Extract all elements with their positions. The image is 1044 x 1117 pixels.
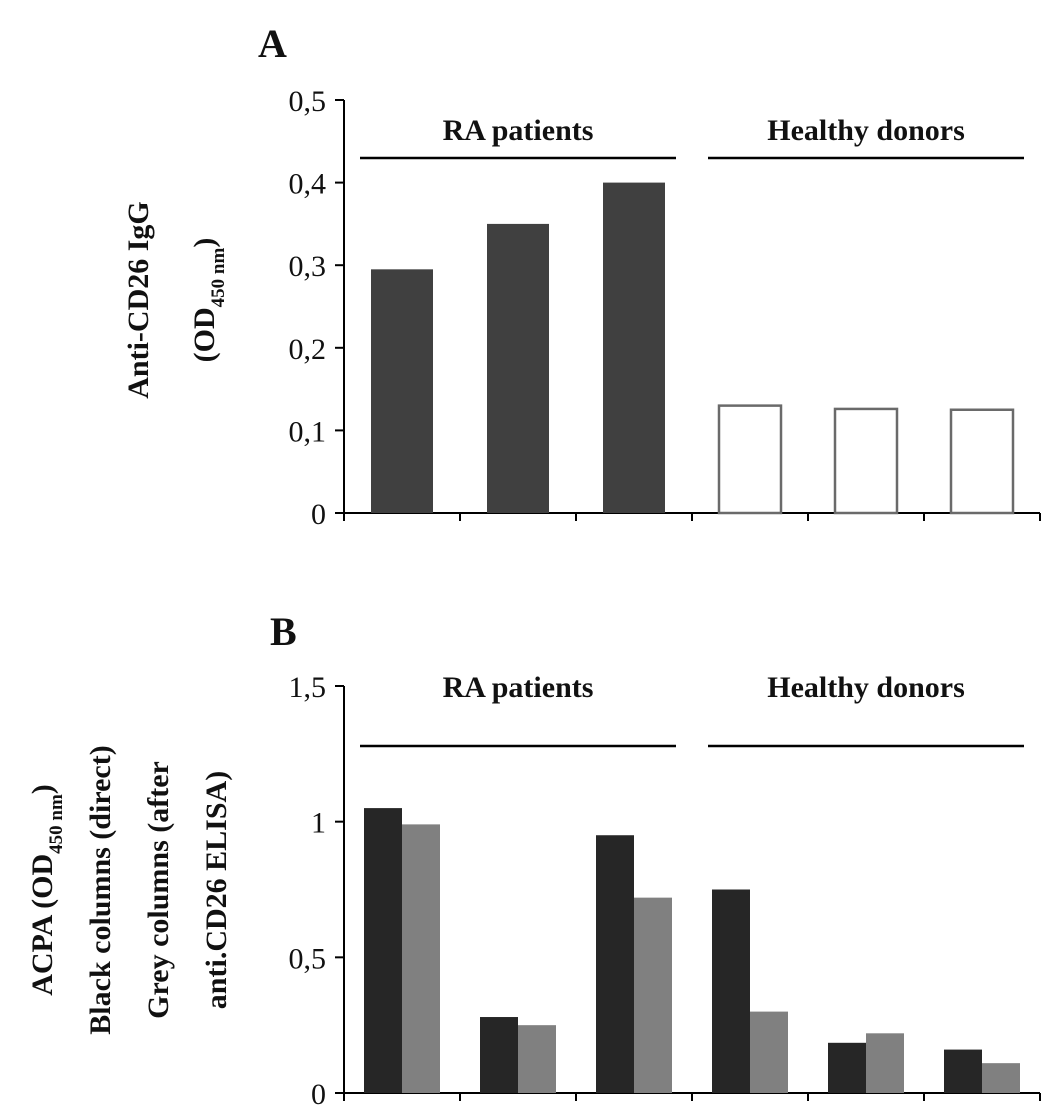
panel-b-ylabel-line2: Black columns (direct) [84, 745, 117, 1034]
panel-b-ylabel-line3: Grey columns (after [142, 761, 175, 1019]
panel-b-y-tick-label: 1 [311, 807, 326, 840]
panel-b-group-label: RA patients [443, 671, 594, 704]
panel-a-group-label: Healthy donors [767, 114, 965, 147]
panel-a-y-tick-label: 0 [311, 498, 326, 531]
panel-b-bar [828, 1042, 866, 1093]
panel-a-label: A [258, 21, 287, 66]
panel-a-bar [603, 182, 665, 513]
panel-b-plot: 0 0,5 1 1,5 RA patients Healthy donors [289, 671, 1041, 1111]
panel-a-ylabel-line1: Anti-CD26 IgG [122, 201, 155, 399]
panel-a-bar [487, 223, 549, 513]
panel-b-bar [402, 824, 440, 1093]
panel-b-y-tick-label: 1,5 [289, 671, 327, 704]
panel-a-plot: 0 0,1 0,2 0,3 0,4 0,5 RA patients Healthy donor… [289, 85, 1041, 531]
panel-a-bar [717, 404, 783, 515]
panel-a-y-tick-label: 0,4 [289, 168, 327, 201]
panel-b-bar [518, 1025, 556, 1093]
panel-b-bar [480, 1017, 518, 1093]
panel-b-ylabel-line4: anti.CD26 ELISA) [200, 771, 233, 1009]
panel-b-bar [750, 1011, 788, 1093]
panel-b-label: B [270, 609, 297, 654]
panel-a-y-tick-label: 0,2 [289, 333, 327, 366]
panel-b-bar [982, 1063, 1020, 1093]
panel-a-y-tick-label: 0,5 [289, 85, 327, 118]
panel-b-bar [364, 808, 402, 1093]
panel-a-y-tick-label: 0,3 [289, 250, 327, 283]
panel-a-ylabel-line2: (OD450 nm) [188, 238, 229, 363]
panel-b-bar [712, 889, 750, 1093]
panel-b-ylabel-line1: ACPA (OD450 nm) [26, 784, 67, 996]
panel-b-bar [866, 1033, 904, 1093]
panel-b-group-label: Healthy donors [767, 671, 965, 704]
panel-b-bar [596, 835, 634, 1093]
panel-b-y-tick-label: 0 [311, 1078, 326, 1111]
panel-b-bar [944, 1049, 982, 1093]
panel-a-bar [371, 269, 433, 513]
panel-b-y-tick-label: 0,5 [289, 942, 327, 975]
panel-a-bar [949, 408, 1015, 515]
panel-a-y-tick-label: 0,1 [289, 415, 327, 448]
panel-a-group-label: RA patients [443, 114, 594, 147]
panel-a-bar [833, 407, 899, 515]
panel-b-bar [634, 897, 672, 1093]
